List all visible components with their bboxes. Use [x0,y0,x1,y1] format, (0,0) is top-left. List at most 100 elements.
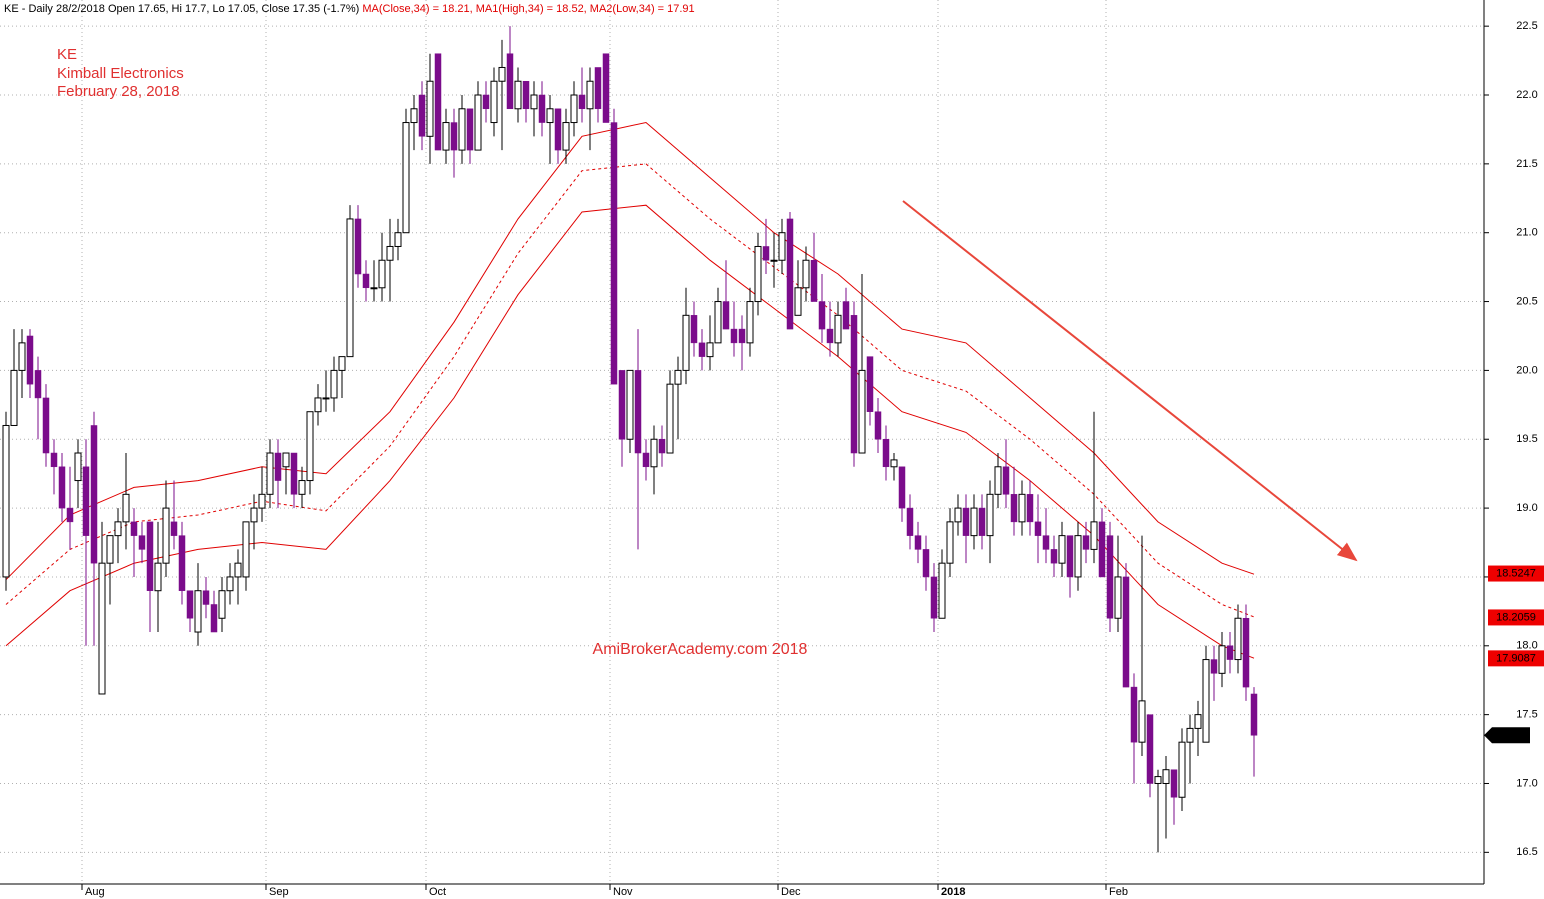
candle-body [1074,535,1082,578]
x-tick-label: Dec [781,886,801,898]
candle-body [482,94,490,110]
y-tick-label: 17.5 [1516,709,1537,721]
candle-body [146,521,154,591]
x-tick-label: Feb [1109,886,1128,898]
candle-body [746,301,754,344]
candle-body [762,246,770,261]
candle-body [1082,535,1090,550]
candle-body [322,397,330,400]
price-tag [1488,609,1544,626]
candle-body [50,452,58,468]
candle-body [770,259,778,262]
candle-body [362,273,370,289]
candle-body [274,452,282,481]
candle-body [1026,494,1034,523]
candle-body [338,356,346,371]
candle-body [714,301,722,344]
candle-body [786,218,794,330]
candle-body [834,314,842,344]
candle-body [1146,714,1154,784]
candle-body [114,521,122,537]
trend-arrow [902,200,1358,562]
candle-body [58,466,66,509]
x-tick-label: Aug [85,886,105,898]
candle-body [650,438,658,468]
candle-body [570,94,578,124]
candle-body [882,438,890,468]
candle-body [818,301,826,330]
title-name: Kimball Electronics [57,65,184,82]
candle-body [1194,714,1202,729]
candle-body [1130,686,1138,743]
candle-body [66,507,74,523]
candle-body [1002,466,1010,495]
candle-body [154,562,162,592]
moving-average [5,163,1255,618]
candle-body [578,94,586,110]
candle-body [466,108,474,151]
price-tag-label: 18.2059 [1496,611,1536,623]
candle-body [370,287,378,290]
candle-body [538,94,546,123]
candle-body [1242,617,1250,688]
candle-body [1106,535,1114,619]
candle-body [810,259,818,302]
candle-body [386,245,394,261]
candle-body [530,94,538,110]
candle-body [1218,645,1226,674]
candle-body [730,328,738,344]
candle-body [170,521,178,536]
y-tick-label: 21.0 [1516,227,1537,239]
candle-body [922,549,930,578]
candle-body [1138,700,1146,743]
price-tag-label: 17.35 [1497,729,1525,741]
candle-body [1018,493,1026,523]
candle-body [106,535,114,564]
candle-body [1010,494,1018,523]
candle-body [426,80,434,137]
candle-body [674,369,682,385]
candle-body [1034,521,1042,536]
candle-body [858,369,866,454]
candle-body [898,466,906,509]
candle-body [298,480,306,495]
candle-body [906,507,914,536]
moving-average [5,204,1255,659]
candle-body [442,122,450,151]
candle-body [826,328,834,344]
candle-body [690,315,698,344]
candle-body [1170,769,1178,798]
y-tick-label: 18.0 [1516,640,1537,652]
candle-body [1186,727,1194,743]
candle-body [794,287,802,316]
candle-body [970,507,978,537]
candle-body [314,397,322,413]
candle-body [98,562,106,695]
candle-body [74,452,82,482]
y-tick-label: 22.5 [1516,20,1537,32]
candle-body [330,369,338,399]
candle-body [754,245,762,303]
candle-body [402,122,410,234]
candle-body [242,521,250,578]
candle-body [306,411,314,482]
candle-body [602,53,610,123]
x-tick-label: Nov [613,886,633,898]
candle-body [1178,741,1186,798]
price-tag [1488,565,1544,582]
candle-body [546,108,554,124]
y-tick-label: 20.5 [1516,295,1537,307]
candle-body [978,507,986,536]
candle-body [722,301,730,330]
candle-body [562,122,570,151]
candle-body [290,452,298,495]
x-tick-label: Sep [269,886,289,898]
candle-body [1050,549,1058,564]
candle-body [874,411,882,440]
price-tag-label: 17.9087 [1496,652,1536,664]
candle-body [122,493,130,523]
candle-body [90,425,98,564]
candle-body [474,94,482,151]
